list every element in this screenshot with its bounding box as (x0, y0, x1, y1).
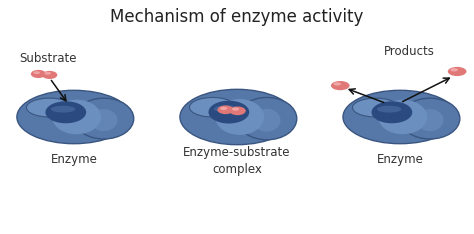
Ellipse shape (375, 103, 414, 115)
Ellipse shape (450, 68, 458, 71)
Ellipse shape (220, 107, 228, 110)
Ellipse shape (232, 107, 239, 111)
Ellipse shape (229, 106, 246, 115)
Text: Mechanism of enzyme activity: Mechanism of enzyme activity (110, 8, 364, 26)
Text: Substrate: Substrate (19, 52, 77, 66)
Ellipse shape (212, 102, 251, 115)
Ellipse shape (400, 98, 460, 139)
Ellipse shape (27, 98, 73, 117)
Ellipse shape (42, 71, 57, 79)
Ellipse shape (31, 70, 46, 78)
Ellipse shape (377, 106, 401, 113)
Ellipse shape (218, 106, 234, 114)
Ellipse shape (237, 97, 297, 140)
Ellipse shape (372, 101, 412, 123)
Ellipse shape (46, 101, 86, 123)
Text: Enzyme-substrate
complex: Enzyme-substrate complex (183, 146, 291, 176)
Ellipse shape (34, 71, 40, 74)
Text: Enzyme: Enzyme (51, 153, 97, 166)
Text: Products: Products (384, 44, 435, 58)
Ellipse shape (190, 97, 236, 117)
Ellipse shape (416, 109, 444, 131)
Ellipse shape (215, 99, 264, 135)
Ellipse shape (209, 101, 249, 124)
Ellipse shape (17, 90, 131, 144)
Ellipse shape (378, 100, 427, 134)
Ellipse shape (253, 109, 281, 132)
Ellipse shape (334, 82, 341, 86)
Ellipse shape (74, 98, 134, 139)
Ellipse shape (343, 90, 457, 144)
Ellipse shape (51, 106, 75, 113)
Text: Enzyme: Enzyme (377, 153, 423, 166)
Ellipse shape (353, 98, 399, 117)
Ellipse shape (214, 105, 238, 113)
Ellipse shape (90, 109, 118, 131)
Ellipse shape (180, 89, 294, 145)
Ellipse shape (49, 103, 88, 115)
Ellipse shape (45, 72, 51, 75)
Ellipse shape (331, 81, 350, 90)
Ellipse shape (52, 100, 101, 134)
Ellipse shape (448, 67, 466, 76)
